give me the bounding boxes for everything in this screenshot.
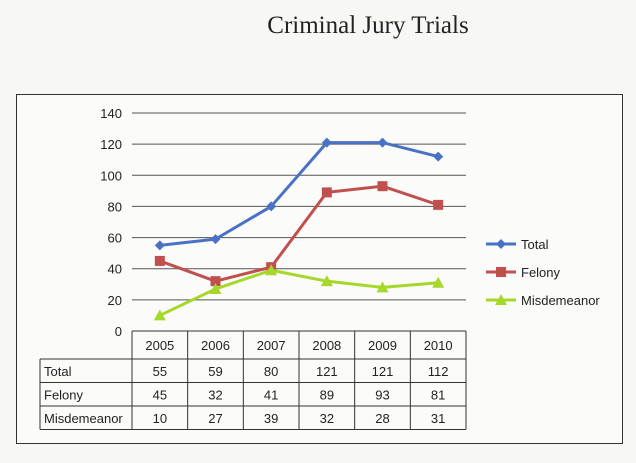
y-tick-label: 0 [115,324,122,339]
table-cell: 28 [375,411,389,426]
table-cell: 45 [153,388,167,403]
misdemeanor-data-point [320,275,333,287]
y-tick-label: 80 [108,199,122,214]
total-data-point [433,151,444,162]
y-tick-label: 40 [108,262,122,277]
felony-data-point [321,187,332,198]
table-cell: 27 [208,411,222,426]
felony-data-point [433,199,444,210]
total-data-point [154,240,165,251]
x-category-label: 2005 [145,338,174,353]
table-cell: 112 [428,364,449,379]
y-tick-label: 20 [108,293,122,308]
misdemeanor-data-point [432,276,445,288]
table-cell: 89 [320,388,334,403]
table-cell: 31 [431,411,445,426]
table-row-label: Misdemeanor [44,411,123,426]
y-tick-label: 60 [108,231,122,246]
table-cell: 121 [372,364,394,379]
y-tick-label: 140 [100,106,122,121]
misdemeanor-data-point [209,282,222,294]
table-row-label: Total [44,364,72,379]
total-legend-marker [496,239,506,249]
felony-series-line [159,184,439,283]
table-cell: 32 [208,388,222,403]
table-cell: 41 [264,388,278,403]
x-category-label: 2008 [312,338,341,353]
table-cell: 80 [264,364,278,379]
table-cell: 81 [431,388,445,403]
x-category-label: 2009 [368,338,397,353]
y-tick-label: 100 [100,168,122,183]
total-data-point [266,201,277,212]
total-data-point [321,137,332,148]
y-tick-label: 120 [100,137,122,152]
x-category-label: 2006 [201,338,230,353]
misdemeanor-legend-marker [495,294,507,305]
table-cell: 121 [316,364,338,379]
page-title: Criminal Jury Trials [267,12,469,39]
table-cell: 55 [153,364,167,379]
table-cell: 39 [264,411,278,426]
table-cell: 93 [375,388,389,403]
felony-data-point [377,181,388,192]
x-category-label: 2010 [424,338,453,353]
table-cell: 32 [320,411,334,426]
legend-label: Felony [521,265,561,280]
total-data-point [377,137,388,148]
misdemeanor-series-line [159,268,439,317]
legend-label: Misdemeanor [521,293,600,308]
x-category-label: 2007 [257,338,286,353]
misdemeanor-data-point [376,281,389,293]
table-row-label: Felony [44,388,84,403]
misdemeanor-data-point [153,309,166,321]
felony-legend-marker [496,267,506,277]
felony-data-point [210,276,221,287]
legend-label: Total [521,237,549,252]
felony-data-point [154,255,165,266]
total-data-point [210,234,221,245]
table-cell: 59 [208,364,222,379]
table-cell: 10 [153,411,167,426]
total-series-line [159,141,439,247]
misdemeanor-data-point [265,264,278,276]
